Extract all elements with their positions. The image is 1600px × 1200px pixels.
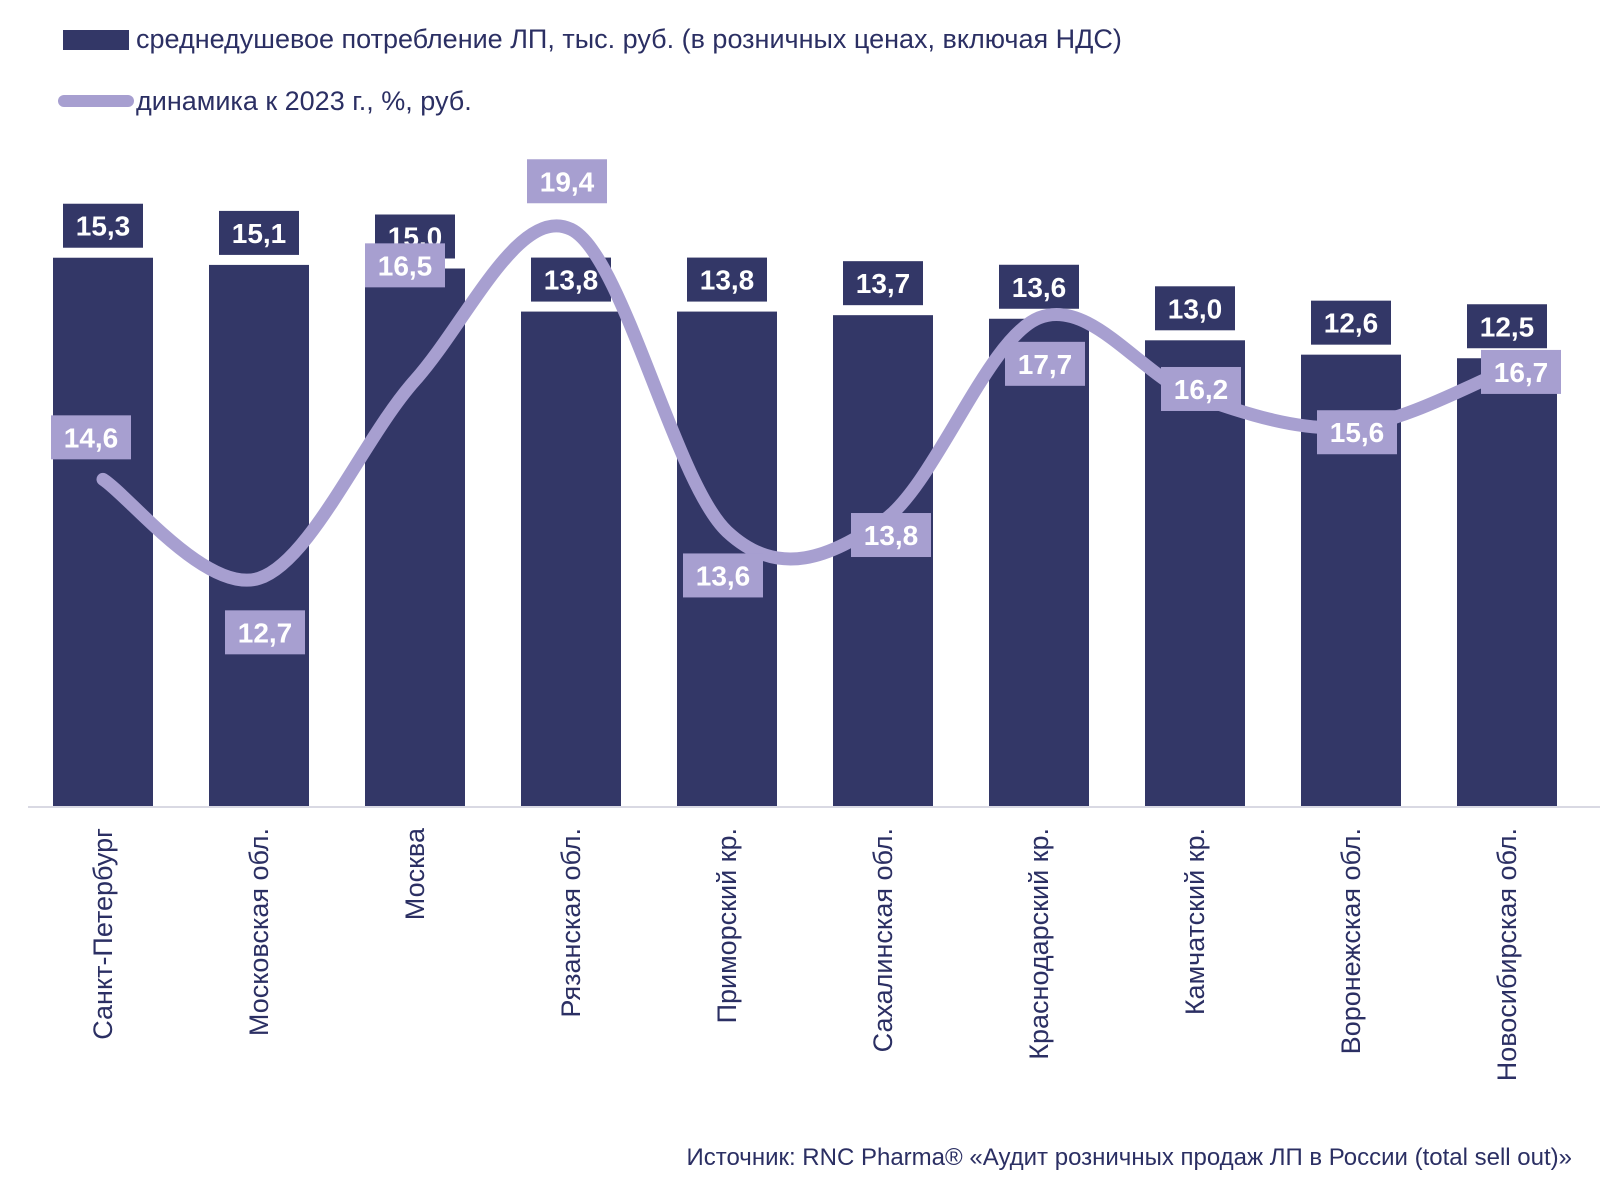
legend-line-label: динамика к 2023 г., %, руб. bbox=[136, 86, 472, 116]
category-label: Камчатский кр. bbox=[1180, 828, 1210, 1015]
bar bbox=[209, 264, 309, 807]
line-value-label: 16,5 bbox=[378, 250, 433, 281]
line-series-path bbox=[96, 219, 1514, 587]
bar-value-label: 13,8 bbox=[700, 265, 755, 296]
category-labels: Санкт-Петербург Московская обл. Москва Ряза… bbox=[88, 827, 1522, 1081]
line-value-label: 17,7 bbox=[1018, 349, 1073, 380]
bar bbox=[365, 268, 465, 807]
line-value-label: 19,4 bbox=[540, 166, 595, 197]
bar-value-label: 15,1 bbox=[232, 218, 287, 249]
legend-bar-swatch bbox=[63, 30, 129, 50]
line-label-box bbox=[365, 243, 445, 288]
line-label-box bbox=[1005, 341, 1085, 386]
bar-value-label: 13,6 bbox=[1012, 272, 1067, 303]
line-value-label: 13,6 bbox=[696, 560, 751, 591]
category-label: Сахалинская обл. bbox=[868, 828, 898, 1052]
bar-label-box bbox=[63, 203, 143, 248]
category-label: Москва bbox=[400, 827, 430, 920]
bar bbox=[833, 315, 933, 807]
source-note: Источник: RNC Pharma® «Аудит розничных п… bbox=[686, 1144, 1572, 1171]
line-value-label: 16,7 bbox=[1494, 357, 1549, 388]
bar bbox=[1457, 358, 1557, 807]
line-label-box bbox=[1161, 366, 1241, 411]
bar-label-box bbox=[843, 261, 923, 306]
bar-value-label: 15,3 bbox=[76, 211, 131, 242]
legend: среднедушевое потребление ЛП, тыс. руб. … bbox=[58, 24, 1122, 116]
bar-value-label: 13,7 bbox=[856, 268, 911, 299]
bar-value-label: 13,8 bbox=[544, 265, 599, 296]
bar-label-box bbox=[219, 210, 299, 255]
bar-value-label: 13,0 bbox=[1168, 293, 1223, 324]
bar-label-box bbox=[1311, 300, 1391, 345]
legend-bar-label: среднедушевое потребление ЛП, тыс. руб. … bbox=[136, 24, 1122, 54]
line-value-label: 16,2 bbox=[1174, 374, 1229, 405]
category-label: Приморский кр. bbox=[712, 828, 742, 1023]
line-value-label: 14,6 bbox=[64, 422, 119, 453]
bar-label-box bbox=[999, 264, 1079, 309]
line-label-box bbox=[225, 610, 305, 655]
line-value-label: 12,7 bbox=[238, 617, 293, 648]
bar-value-label: 12,6 bbox=[1324, 308, 1379, 339]
bar bbox=[53, 257, 153, 808]
line-label-box bbox=[683, 553, 763, 598]
bar-label-box bbox=[1467, 304, 1547, 349]
category-label: Санкт-Петербург bbox=[88, 828, 118, 1040]
bar-label-box bbox=[687, 257, 767, 302]
category-label: Воронежская обл. bbox=[1336, 828, 1366, 1054]
line-label-box bbox=[51, 415, 131, 460]
line-label-box bbox=[851, 513, 931, 558]
bar-label-box bbox=[1155, 286, 1235, 331]
category-label: Рязанская обл. bbox=[556, 828, 586, 1018]
line-label-box bbox=[1317, 410, 1397, 455]
line-value-label: 13,8 bbox=[864, 520, 919, 551]
bar-value-label: 12,5 bbox=[1480, 311, 1535, 342]
category-label: Краснодарский кр. bbox=[1024, 828, 1054, 1060]
category-label: Московская обл. bbox=[244, 828, 274, 1036]
line-label-box bbox=[527, 159, 607, 204]
line-label-box bbox=[1481, 349, 1561, 394]
bar bbox=[989, 318, 1089, 807]
bar bbox=[1145, 340, 1245, 807]
line-value-label: 15,6 bbox=[1330, 417, 1385, 448]
category-label: Новосибирская обл. bbox=[1492, 828, 1522, 1081]
bar bbox=[521, 311, 621, 807]
line-labels: 14,6 12,7 16,5 19,4 13,6 13,8 17,7 16,2 15,6 16,7 bbox=[51, 159, 1561, 655]
